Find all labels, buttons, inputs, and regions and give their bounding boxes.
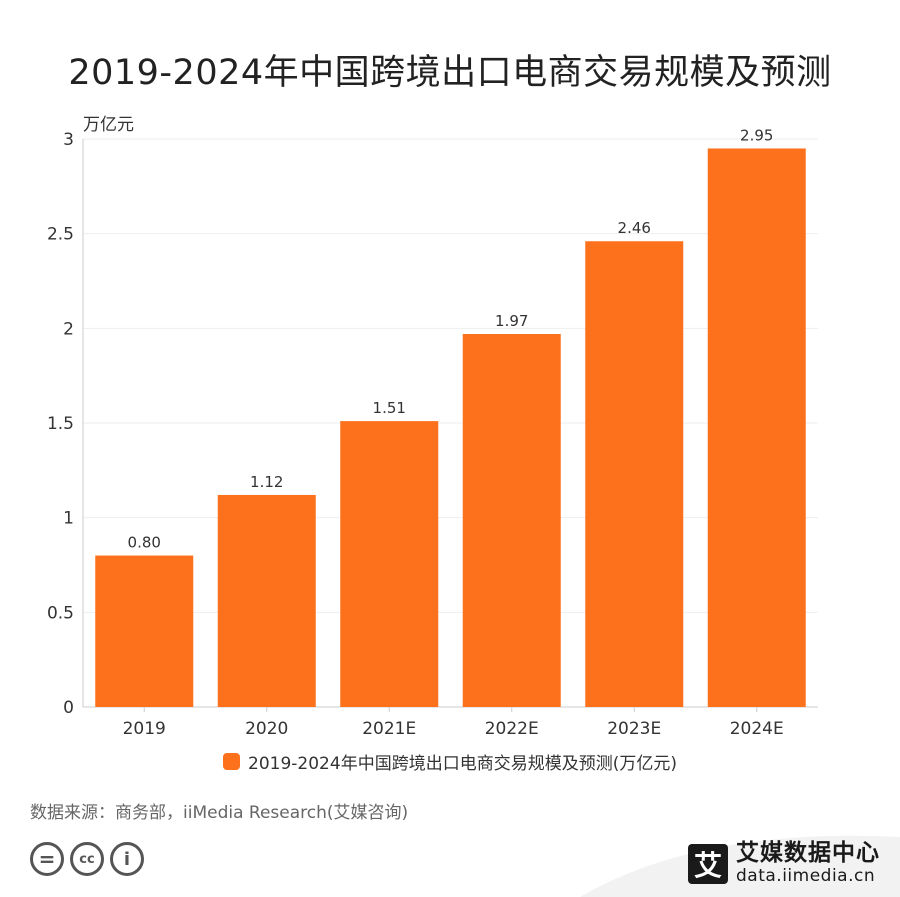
bar: [340, 421, 439, 707]
x-tick-label: 2022E: [485, 719, 539, 739]
y-axis-unit-label: 万亿元: [83, 115, 134, 135]
bar-value-label: 1.97: [495, 312, 528, 330]
y-tick-label: 2.5: [47, 225, 74, 245]
legend-label: 2019-2024年中国跨境出口电商交易规模及预测(万亿元): [248, 754, 677, 774]
data-source: 数据来源：商务部，iiMedia Research(艾媒咨询): [30, 803, 409, 823]
x-tick-label: 2024E: [730, 719, 784, 739]
bar: [707, 148, 806, 707]
brand-url: data.iimedia.cn: [736, 866, 876, 886]
y-tick-label: 2: [63, 319, 74, 339]
x-tick-label: 2023E: [607, 719, 661, 739]
bar: [585, 241, 684, 708]
brand-background: [580, 835, 900, 897]
nd-icon: =: [30, 842, 64, 876]
bar-value-label: 1.12: [250, 473, 283, 491]
bar: [217, 494, 316, 707]
brand-logo: 艾: [688, 843, 728, 884]
bar-value-label: 0.80: [128, 534, 161, 552]
y-tick-label: 0: [63, 698, 74, 718]
x-tick-label: 2021E: [362, 719, 416, 739]
license-icons: = cc i: [30, 842, 144, 876]
y-tick-label: 3: [63, 130, 74, 150]
chart-title: 2019-2024年中国跨境出口电商交易规模及预测: [68, 53, 832, 93]
y-tick-label: 1: [63, 509, 74, 529]
bar-value-label: 2.46: [618, 219, 651, 237]
brand-name: 艾媒数据中心: [736, 840, 880, 866]
cc-icon: cc: [70, 842, 104, 876]
bar-value-label: 2.95: [740, 126, 773, 144]
x-tick-label: 2020: [245, 719, 288, 739]
x-tick-label: 2019: [123, 719, 166, 739]
y-tick-label: 1.5: [47, 414, 74, 434]
bar-value-label: 1.51: [373, 399, 406, 417]
legend-swatch: [223, 753, 241, 770]
legend: 2019-2024年中国跨境出口电商交易规模及预测(万亿元): [0, 749, 900, 774]
bar: [462, 334, 561, 707]
by-icon: i: [110, 842, 144, 876]
bar: [95, 555, 194, 707]
brand: 艾 艾媒数据中心 data.iimedia.cn: [688, 842, 880, 885]
y-tick-label: 0.5: [47, 603, 74, 623]
bar-chart: 万亿元 0 0.5 1 1.5 2 2.5 3 0.80 2019 1.12 2020 1.51 2021…: [47, 115, 818, 739]
